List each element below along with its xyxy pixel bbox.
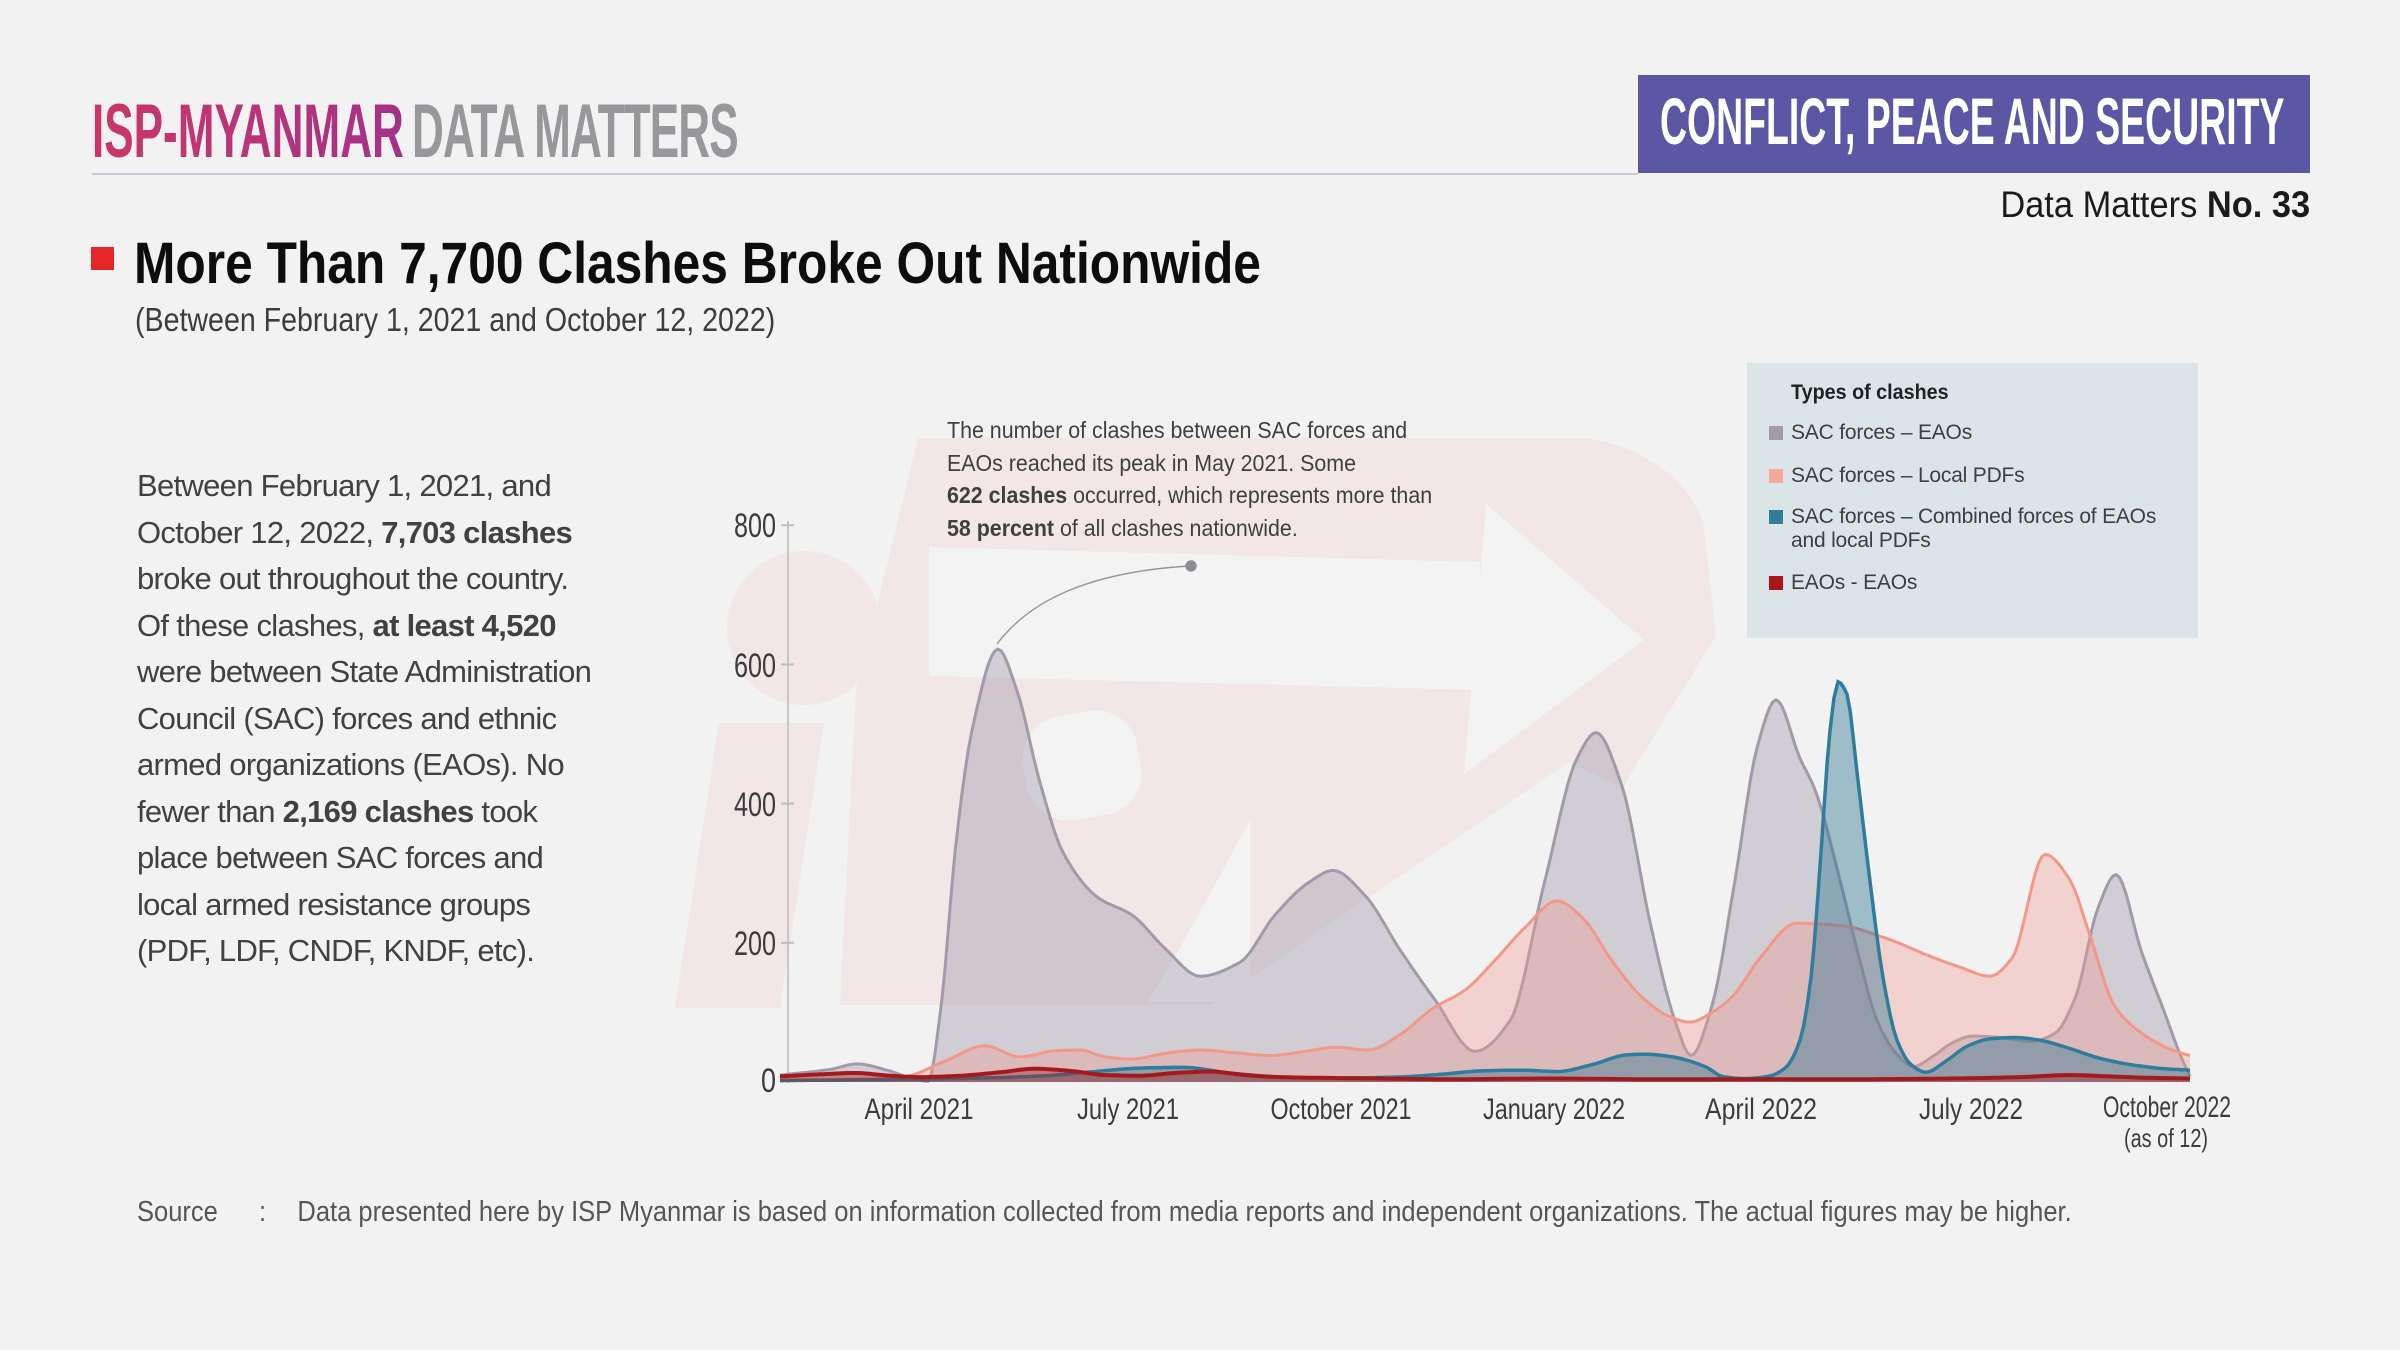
svg-text:April 2022: April 2022 bbox=[1705, 1093, 1817, 1126]
svg-text:January 2022: January 2022 bbox=[1483, 1093, 1625, 1126]
svg-text:400: 400 bbox=[734, 786, 776, 824]
svg-text:200: 200 bbox=[734, 925, 776, 963]
svg-text:(as of 12): (as of 12) bbox=[2124, 1123, 2208, 1153]
svg-text:600: 600 bbox=[734, 647, 776, 685]
svg-text:October 2021: October 2021 bbox=[1271, 1093, 1412, 1126]
svg-text:April 2021: April 2021 bbox=[865, 1093, 974, 1126]
svg-text:October 2022: October 2022 bbox=[2103, 1091, 2231, 1124]
svg-text:July 2021: July 2021 bbox=[1077, 1093, 1179, 1126]
svg-text:800: 800 bbox=[734, 507, 776, 545]
svg-text:July 2022: July 2022 bbox=[1919, 1093, 2023, 1126]
svg-text:0: 0 bbox=[761, 1062, 776, 1100]
